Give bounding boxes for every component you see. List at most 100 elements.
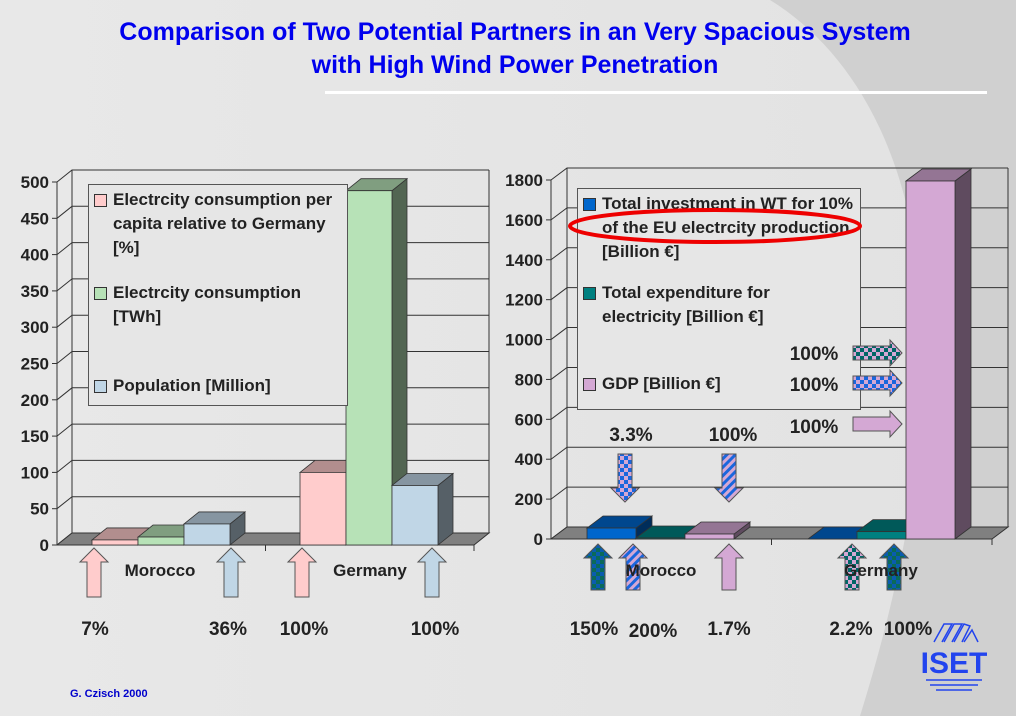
gridline [550,486,1008,500]
legend-item: Electrcity consumption per capita relati… [94,188,348,260]
gridline [550,406,1008,420]
bar-front [586,527,637,540]
annotation-label: 100% [708,425,758,446]
legend-right: Total investment in WT for 10% of the EU… [577,188,861,410]
annotation-label: 100% [789,417,839,438]
right-arrow-icon [852,338,903,368]
right-arrow-icon [852,409,903,439]
highlight-ellipse [568,208,862,244]
right-arrow-icon [852,368,903,398]
bar-front [684,533,735,540]
legend-label: Electrcity consumption per capita relati… [113,190,333,257]
up-arrow-icon [416,547,448,598]
legend-item: Total investment in WT for 10% of the EU… [583,192,857,264]
up-arrow-icon [617,543,649,591]
annotation-label: 100% [789,344,839,365]
gridline [550,167,1008,181]
down-arrow-icon [713,453,745,503]
legend-swatch [583,198,596,211]
annotation-label: 100% [883,619,933,640]
y-tick-label: 200 [515,490,543,509]
y-tick-label: 1000 [505,331,543,350]
y-tick-label: 100 [21,463,49,482]
gridline [550,287,1008,301]
annotation-label: 1.7% [707,619,751,640]
annotation-label: 150% [569,619,619,640]
bar-front [905,180,956,540]
legend-label: Population [Million] [113,376,271,395]
bar-front [183,523,231,546]
iset-logo: ISET [921,623,988,691]
legend-label: GDP [Billion €] [602,374,721,393]
legend-item: Electrcity consumption [TWh] [94,281,348,329]
bar-germany-2 [390,472,455,546]
y-tick-label: 400 [515,450,543,469]
x-label-germany-right: Germany [844,561,918,580]
y-tick-label: 300 [21,318,49,337]
title-line-2: with High Wind Power Penetration [311,51,719,79]
up-arrow-icon [286,547,318,598]
bar-front [391,485,439,546]
gridline [550,207,1008,221]
y-tick-label: 0 [534,530,543,549]
y-tick-label: 350 [21,282,49,301]
legend-label: Total expenditure for electricity [Billi… [602,283,770,326]
legend-swatch [94,380,107,393]
bar-morocco-2 [182,511,247,546]
up-arrow-icon [582,543,614,591]
bar-morocco-0 [585,515,654,540]
y-tick-label: 600 [515,410,543,429]
y-tick-label: 0 [40,536,49,555]
legend-item: Population [Million] [94,374,271,398]
y-tick-label: 250 [21,355,49,374]
svg-text:ISET: ISET [921,647,988,680]
y-tick-label: 450 [21,209,49,228]
y-tick-label: 800 [515,370,543,389]
title-line-1: Comparison of Two Potential Partners in … [119,18,911,46]
x-label-morocco-right: Morocco [625,561,697,580]
legend-label: Electrcity consumption [TWh] [113,283,301,326]
x-label-germany-left: Germany [333,561,407,580]
annotation-label: 100% [410,619,460,640]
bar-front [299,471,347,546]
y-tick-label: 500 [21,173,49,192]
legend-left: Electrcity consumption per capita relati… [88,184,348,406]
annotation-label: 100% [789,375,839,396]
up-arrow-icon [878,543,910,591]
legend-swatch [583,287,596,300]
legend-swatch [94,287,107,300]
annotation-label: 200% [628,621,678,642]
annotation-label: 7% [81,619,109,640]
y-tick-label: 50 [30,500,49,519]
annotation-label: 2.2% [829,619,873,640]
legend-swatch [94,194,107,207]
gridline [56,169,489,183]
legend-item: GDP [Billion €] [583,372,721,396]
annotation-label: 36% [208,619,248,640]
y-tick-label: 1200 [505,291,543,310]
y-tick-label: 150 [21,427,49,446]
legend-item: Total expenditure for electricity [Billi… [583,281,832,329]
annotation-label: 100% [279,619,329,640]
y-tick-label: 1400 [505,251,543,270]
legend-swatch [583,378,596,391]
annotation-label: 3.3% [609,425,653,446]
x-label-morocco-left: Morocco [124,561,196,580]
y-tick-label: 1800 [505,171,543,190]
up-arrow-icon [78,547,110,598]
bar-germany-2 [904,168,973,540]
bar-front [345,190,393,546]
gridline [550,247,1008,261]
gridline [550,366,1008,380]
title-divider [325,91,987,94]
y-tick-label: 400 [21,246,49,265]
gridline [550,446,1008,460]
up-arrow-icon [713,543,745,591]
gridline [550,327,1008,340]
slide-title: Comparison of Two Potential Partners in … [0,16,1016,82]
y-tick-label: 200 [21,391,49,410]
up-arrow-icon [836,543,868,591]
y-tick-label: 1600 [505,211,543,230]
